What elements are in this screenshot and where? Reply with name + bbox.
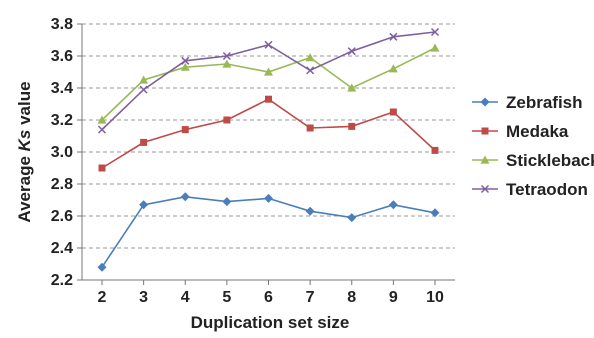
data-point-stickleback: [97, 115, 107, 124]
legend-item-tetraodon: Tetraodon: [472, 180, 588, 199]
data-point-tetraodon: [97, 125, 107, 134]
grid-layer: [82, 23, 455, 249]
series-stickleback: [97, 43, 440, 124]
legend-marker-tetraodon: [480, 184, 490, 194]
y-tick-label: 3.8: [51, 16, 73, 33]
data-point-zebrafish: [388, 200, 398, 210]
legend-item-medaka: Medaka: [472, 122, 569, 141]
legend-marker-medaka: [481, 127, 489, 135]
data-point-medaka: [140, 138, 148, 146]
data-point-medaka: [389, 108, 397, 116]
x-tick-label: 7: [306, 289, 315, 306]
data-point-stickleback: [264, 67, 273, 76]
y-tick-label: 3.4: [51, 80, 73, 97]
data-point-medaka: [223, 116, 231, 124]
data-point-zebrafish: [430, 208, 440, 218]
data-point-zebrafish: [97, 262, 107, 272]
x-tick-label: 3: [139, 289, 148, 306]
y-tick-label: 2.8: [51, 176, 73, 193]
series-line-medaka: [101, 98, 436, 169]
series-layer: [97, 27, 440, 272]
data-point-stickleback: [388, 64, 398, 73]
legend-item-stickleback: Stickleback: [472, 151, 594, 170]
x-tick-label: 2: [98, 289, 107, 306]
y-axis-title: Average Ks value: [15, 81, 34, 222]
data-point-medaka: [431, 146, 439, 154]
data-point-zebrafish: [180, 192, 190, 202]
legend-label-stickleback: Stickleback: [506, 151, 594, 170]
x-tick-label: 5: [222, 289, 231, 306]
data-point-stickleback: [347, 83, 357, 92]
data-point-medaka: [348, 122, 356, 130]
data-point-stickleback: [180, 62, 190, 71]
data-point-tetraodon: [306, 66, 315, 75]
data-point-medaka: [181, 126, 189, 134]
data-point-medaka: [98, 164, 106, 172]
x-tick-label: 10: [426, 289, 444, 306]
data-point-medaka: [265, 95, 272, 103]
x-tick-label: 6: [264, 289, 273, 306]
data-point-stickleback: [305, 53, 315, 62]
y-tick-label: 2.4: [51, 240, 73, 257]
series-tetraodon: [97, 27, 440, 134]
data-point-stickleback: [430, 43, 440, 52]
legend-label-medaka: Medaka: [506, 122, 569, 141]
x-tick-label: 4: [181, 289, 190, 306]
data-point-zebrafish: [305, 206, 315, 216]
y-tick-label: 3.6: [51, 48, 73, 65]
series-line-zebrafish: [101, 195, 436, 268]
series-zebrafish: [97, 192, 440, 272]
axis-layer: 2.2 2.4 2.6 2.8 3.0 3.2 3.4 3.6 3.8 2 3 4 5 6 7 8 9 10: [51, 16, 455, 306]
legend: Zebrafish Medaka Stickleback Tetraodon: [472, 93, 594, 199]
y-tick-label: 2.6: [51, 208, 73, 225]
legend-item-zebrafish: Zebrafish: [472, 93, 583, 112]
data-point-tetraodon: [181, 56, 190, 65]
y-axis-title-prefix: Average: [15, 151, 34, 222]
y-tick-label: 3.0: [51, 144, 73, 161]
legend-label-zebrafish: Zebrafish: [506, 93, 583, 112]
data-point-medaka: [306, 124, 314, 132]
data-point-stickleback: [139, 75, 149, 84]
y-tick-label: 3.2: [51, 112, 73, 129]
data-point-tetraodon: [347, 47, 356, 56]
y-tick-label: 2.2: [51, 272, 73, 289]
data-point-tetraodon: [264, 40, 273, 49]
data-point-zebrafish: [264, 193, 273, 203]
x-tick-label: 8: [347, 289, 356, 306]
legend-marker-zebrafish: [480, 97, 490, 107]
data-point-stickleback: [222, 59, 232, 68]
x-axis-title: Duplication set size: [191, 313, 350, 332]
data-point-zebrafish: [139, 200, 149, 210]
data-point-tetraodon: [430, 27, 440, 37]
data-point-tetraodon: [389, 32, 398, 41]
series-medaka: [98, 95, 439, 172]
legend-marker-stickleback: [480, 155, 490, 164]
data-point-tetraodon: [139, 85, 148, 94]
legend-label-tetraodon: Tetraodon: [506, 180, 588, 199]
x-tick-label: 9: [389, 289, 398, 306]
data-point-zebrafish: [347, 213, 357, 223]
y-axis-title-suffix: value: [15, 81, 34, 129]
data-point-zebrafish: [222, 197, 232, 207]
y-axis-title-italic: Ks: [15, 130, 34, 152]
data-point-tetraodon: [222, 51, 231, 61]
